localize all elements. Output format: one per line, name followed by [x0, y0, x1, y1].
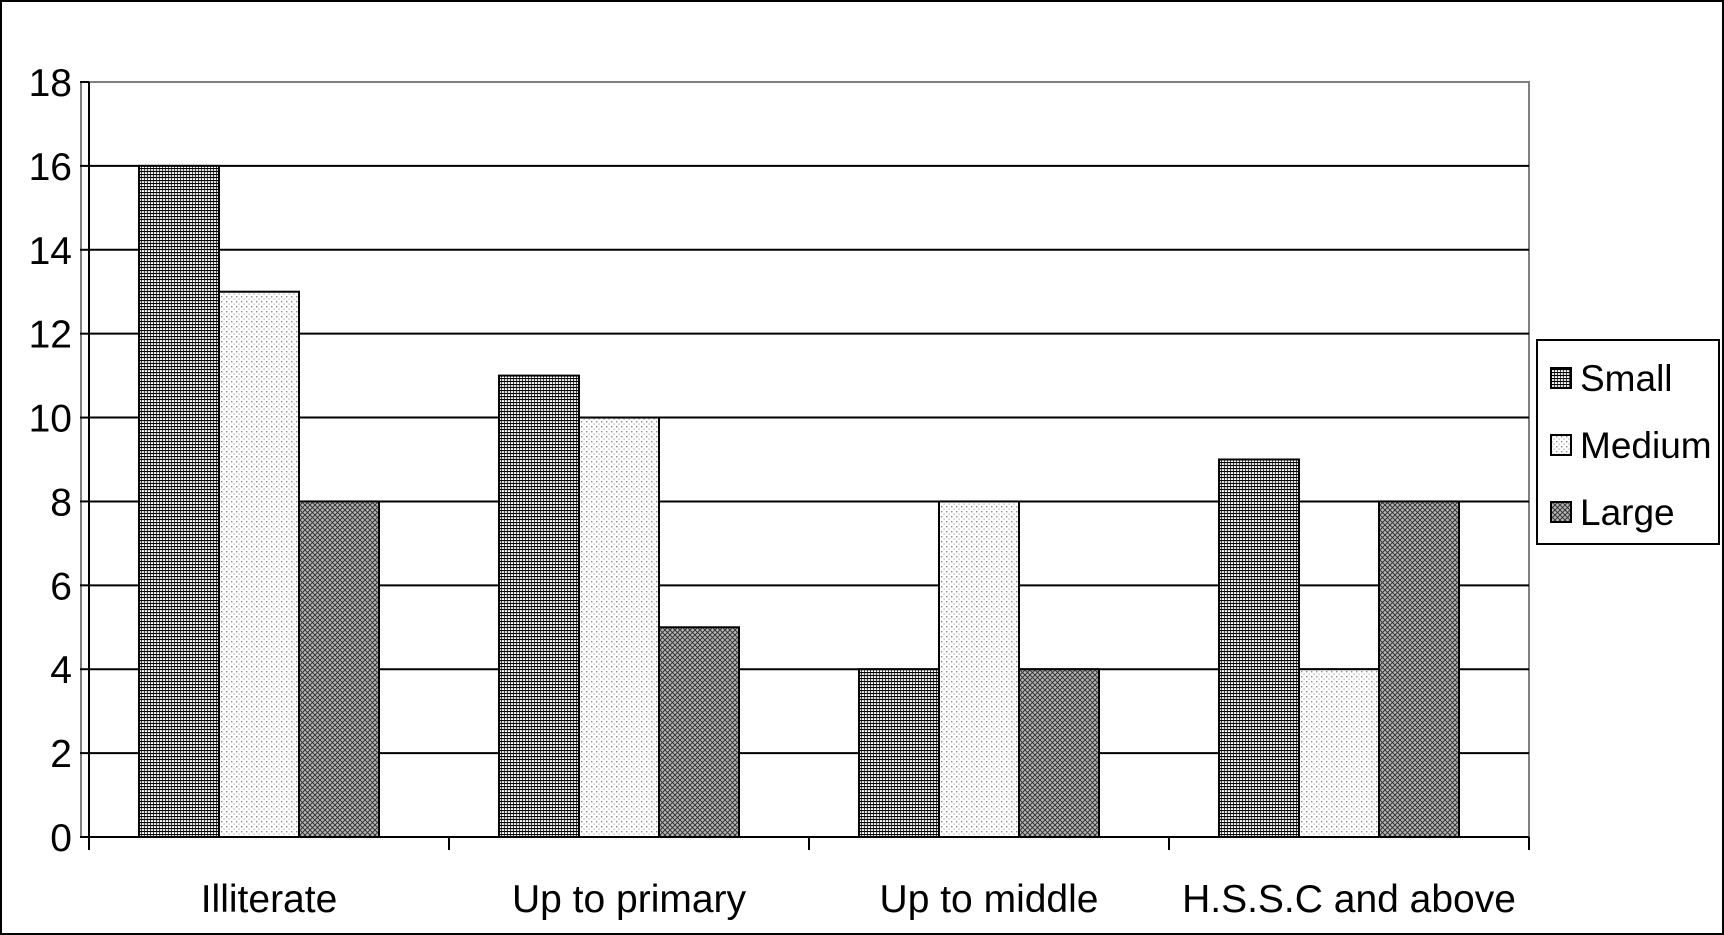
- bar-medium: [1298, 668, 1380, 838]
- bar-large: [1018, 668, 1100, 838]
- y-tick-label: 12: [29, 314, 72, 357]
- y-tick-label: 8: [50, 481, 72, 524]
- bar-small: [498, 374, 580, 838]
- bar-medium: [938, 500, 1020, 838]
- y-tick-label: 10: [29, 398, 72, 441]
- legend-swatch-medium: [1550, 434, 1572, 456]
- legend-swatch-large: [1550, 501, 1572, 523]
- bar-series: [138, 164, 1460, 838]
- legend-label-small: Small: [1580, 358, 1673, 399]
- bar-large: [298, 500, 380, 838]
- y-tick-label: 14: [29, 230, 72, 273]
- bar-medium: [578, 416, 660, 838]
- legend-swatch-small: [1550, 367, 1572, 389]
- bar-large: [658, 626, 740, 838]
- y-tick-label: 18: [29, 62, 72, 105]
- y-tick-label: 16: [29, 146, 72, 189]
- bar-small: [1218, 458, 1300, 838]
- legend: Small Medium Large: [1536, 339, 1720, 545]
- bar-small: [858, 668, 940, 838]
- x-tick-label: H.S.S.C and above: [1182, 878, 1516, 921]
- legend-label-medium: Medium: [1580, 425, 1712, 466]
- bar-large: [1378, 500, 1460, 838]
- y-tick-label: 4: [50, 649, 72, 692]
- y-tick-label: 6: [50, 565, 72, 608]
- x-tick-label: Illiterate: [201, 878, 338, 921]
- x-tick-label: Up to middle: [880, 878, 1099, 921]
- axes: 0 2 4 6 8 10 12 14 16 18 Illiterate Up to primary Up…: [29, 62, 1530, 921]
- bar-medium: [218, 290, 300, 838]
- bar-small: [138, 164, 220, 838]
- x-tick-label: Up to primary: [512, 878, 747, 921]
- y-tick-label: 2: [50, 733, 72, 776]
- y-tick-label: 0: [50, 817, 72, 860]
- legend-label-large: Large: [1580, 492, 1675, 533]
